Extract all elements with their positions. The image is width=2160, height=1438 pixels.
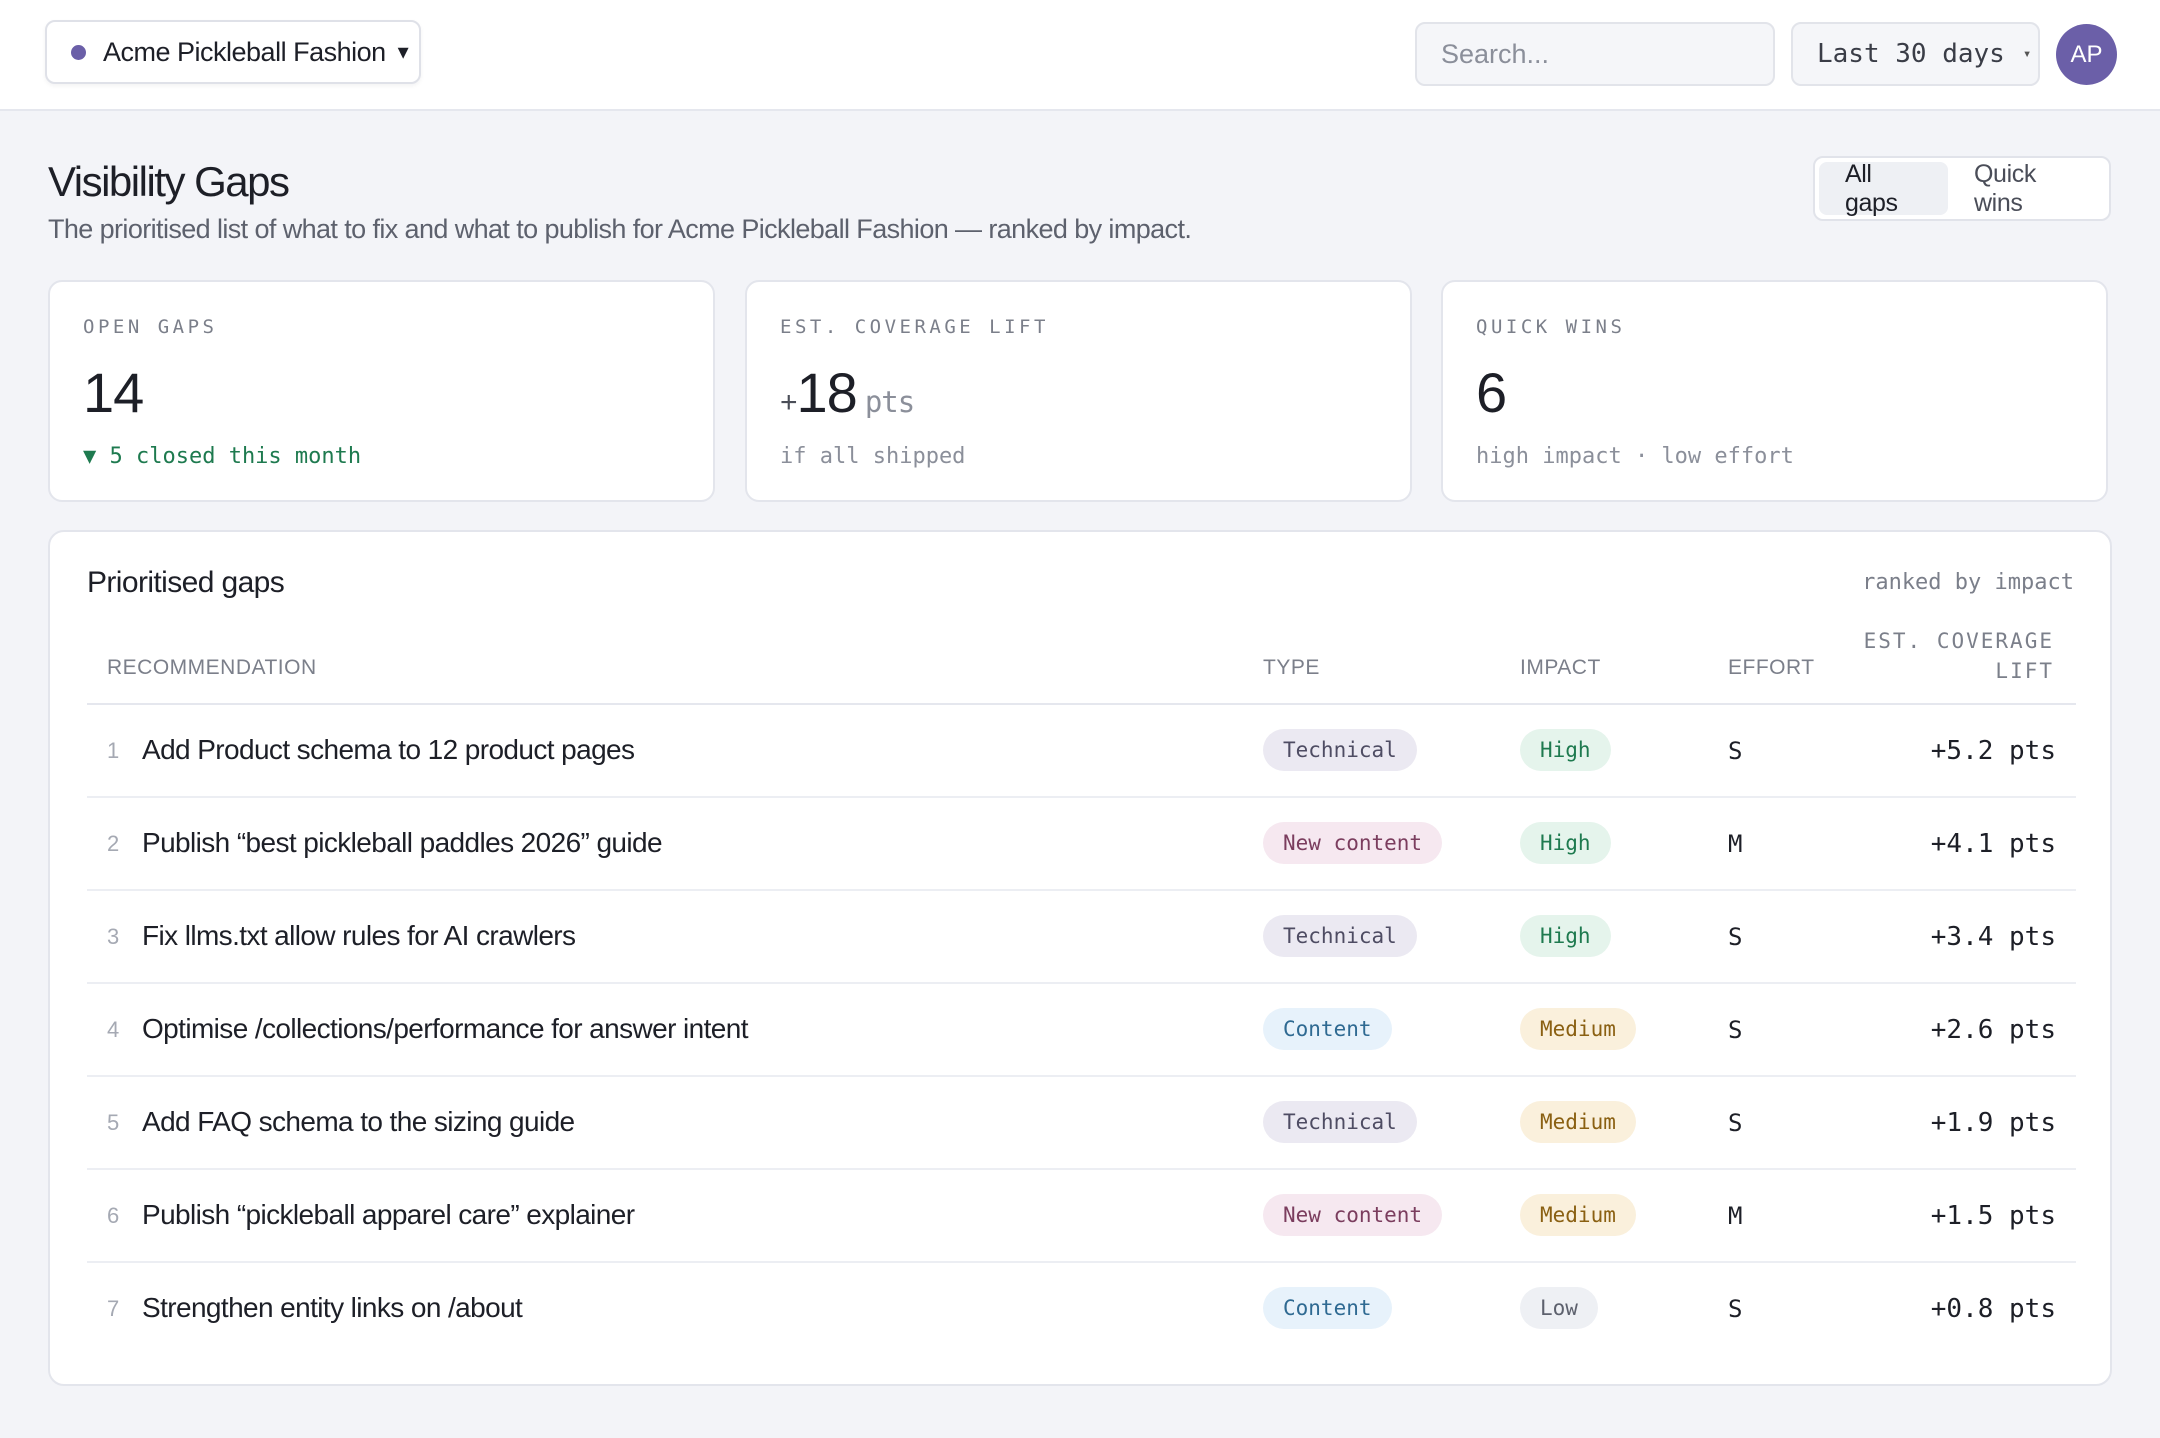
col-header-impact: IMPACT: [1520, 656, 1601, 679]
page-subtitle: The prioritised list of what to fix and …: [48, 214, 1192, 244]
type-badge: New content: [1263, 822, 1443, 864]
gaps-table-body: 1 Add Product schema to 12 product pages…: [87, 705, 2076, 1356]
row-rank: 4: [107, 1017, 120, 1042]
table-row[interactable]: 3 Fix llms.txt allow rules for AI crawle…: [87, 891, 2076, 984]
impact-badge: High: [1520, 822, 1611, 864]
table-row[interactable]: 2 Publish “best pickleball paddles 2026”…: [87, 798, 2076, 891]
type-badge: New content: [1263, 1194, 1443, 1236]
chevron-down-icon: ▾: [397, 39, 409, 64]
row-effort: S: [1728, 737, 1743, 765]
row-lift: +3.4 pts: [1930, 922, 2056, 952]
kpi-note: ▼ 5 closed this month: [83, 444, 362, 469]
impact-badge: Medium: [1520, 1101, 1636, 1143]
date-range-label: Last 30 days: [1817, 39, 2005, 69]
row-recommendation: Optimise /collections/performance for an…: [142, 1013, 749, 1044]
row-rank: 7: [107, 1296, 120, 1321]
row-effort: M: [1728, 1202, 1743, 1230]
kpi-unit: pts: [864, 385, 915, 419]
brand-selector[interactable]: Acme Pickleball Fashion ▾: [45, 20, 421, 84]
type-badge: Content: [1263, 1008, 1392, 1050]
chevron-down-icon: ▾: [2022, 46, 2032, 62]
kpi-number: 14: [83, 361, 144, 424]
col-header-effort: EFFORT: [1728, 656, 1815, 679]
row-lift: +0.8 pts: [1930, 1294, 2056, 1324]
row-recommendation: Fix llms.txt allow rules for AI crawlers: [142, 920, 576, 951]
header-divider: [87, 703, 2076, 705]
row-lift: +5.2 pts: [1930, 736, 2056, 766]
kpi-value: +18 pts: [780, 360, 915, 425]
row-lift: +2.6 pts: [1930, 1015, 2056, 1045]
kpi-number: 18: [796, 361, 858, 424]
table-title: Prioritised gaps: [87, 566, 285, 599]
kpi-prefix: +: [780, 386, 798, 419]
brand-dot-icon: [71, 44, 86, 60]
search-placeholder: Search...: [1441, 38, 1550, 69]
gaps-table-card: Prioritised gaps ranked by impact RECOMM…: [48, 530, 2112, 1386]
impact-badge: Medium: [1520, 1008, 1636, 1050]
impact-badge: Medium: [1520, 1194, 1636, 1236]
col-header-lift-line1: EST. COVERAGE: [1863, 629, 2054, 653]
impact-badge: High: [1520, 729, 1611, 771]
row-recommendation: Add FAQ schema to the sizing guide: [142, 1106, 575, 1137]
row-recommendation: Add Product schema to 12 product pages: [142, 734, 635, 765]
avatar[interactable]: AP: [2056, 24, 2117, 85]
kpi-card-quick-wins: QUICK WINS 6 high impact · low effort: [1441, 280, 2108, 502]
row-lift: +4.1 pts: [1930, 829, 2056, 859]
tab-all-gaps[interactable]: All gaps: [1819, 160, 1949, 217]
col-header-lift-line2: LIFT: [1995, 659, 2054, 683]
type-badge: Technical: [1263, 729, 1417, 771]
type-badge: Technical: [1263, 1101, 1417, 1143]
kpi-note: if all shipped: [780, 444, 966, 469]
kpi-note: high impact · low effort: [1476, 444, 1794, 469]
table-row[interactable]: 6 Publish “pickleball apparel care” expl…: [87, 1170, 2076, 1263]
col-header-lift: EST. COVERAGE LIFT: [1864, 626, 2054, 686]
tab-quick-wins[interactable]: Quick wins: [1974, 159, 2036, 217]
table-row[interactable]: 7 Strengthen entity links on /about Cont…: [87, 1263, 2076, 1356]
kpi-number: 6: [1476, 361, 1507, 424]
kpi-value: 14: [83, 360, 151, 425]
row-recommendation: Strengthen entity links on /about: [142, 1292, 523, 1323]
impact-badge: Low: [1520, 1287, 1598, 1329]
view-toggle: All gaps Quick wins: [1813, 156, 2111, 221]
row-lift: +1.9 pts: [1930, 1108, 2056, 1138]
type-badge: Content: [1263, 1287, 1392, 1329]
row-effort: S: [1728, 923, 1743, 951]
type-badge: Technical: [1263, 915, 1417, 957]
row-rank: 6: [107, 1203, 120, 1228]
row-recommendation: Publish “best pickleball paddles 2026” g…: [142, 827, 663, 858]
row-lift: +1.5 pts: [1930, 1201, 2056, 1231]
search-input[interactable]: Search...: [1415, 22, 1775, 86]
row-rank: 5: [107, 1110, 120, 1135]
date-range-selector[interactable]: Last 30 days ▾: [1791, 22, 2040, 86]
row-rank: 1: [107, 738, 120, 763]
kpi-card-coverage-lift: EST. COVERAGE LIFT +18 pts if all shipped: [745, 280, 1412, 502]
row-rank: 2: [107, 831, 120, 856]
kpi-label: EST. COVERAGE LIFT: [780, 316, 1049, 338]
kpi-value: 6: [1476, 360, 1514, 425]
row-recommendation: Publish “pickleball apparel care” explai…: [142, 1199, 635, 1230]
col-header-recommendation: RECOMMENDATION: [107, 656, 317, 679]
table-row[interactable]: 1 Add Product schema to 12 product pages…: [87, 705, 2076, 798]
col-header-type: TYPE: [1263, 656, 1320, 679]
row-effort: S: [1728, 1295, 1743, 1323]
top-bar: Acme Pickleball Fashion ▾ Search... Last…: [0, 0, 2160, 111]
impact-badge: High: [1520, 915, 1611, 957]
row-effort: S: [1728, 1109, 1743, 1137]
row-effort: S: [1728, 1016, 1743, 1044]
table-row[interactable]: 4 Optimise /collections/performance for …: [87, 984, 2076, 1077]
avatar-initials: AP: [2070, 40, 2103, 68]
brand-name: Acme Pickleball Fashion: [103, 36, 386, 67]
table-row[interactable]: 5 Add FAQ schema to the sizing guide Tec…: [87, 1077, 2076, 1170]
kpi-label: OPEN GAPS: [83, 316, 218, 338]
row-rank: 3: [107, 924, 120, 949]
kpi-label: QUICK WINS: [1476, 316, 1626, 338]
row-effort: M: [1728, 830, 1743, 858]
table-sort-note: ranked by impact: [1862, 570, 2074, 595]
page-title: Visibility Gaps: [48, 158, 290, 205]
kpi-card-open-gaps: OPEN GAPS 14 ▼ 5 closed this month: [48, 280, 715, 502]
